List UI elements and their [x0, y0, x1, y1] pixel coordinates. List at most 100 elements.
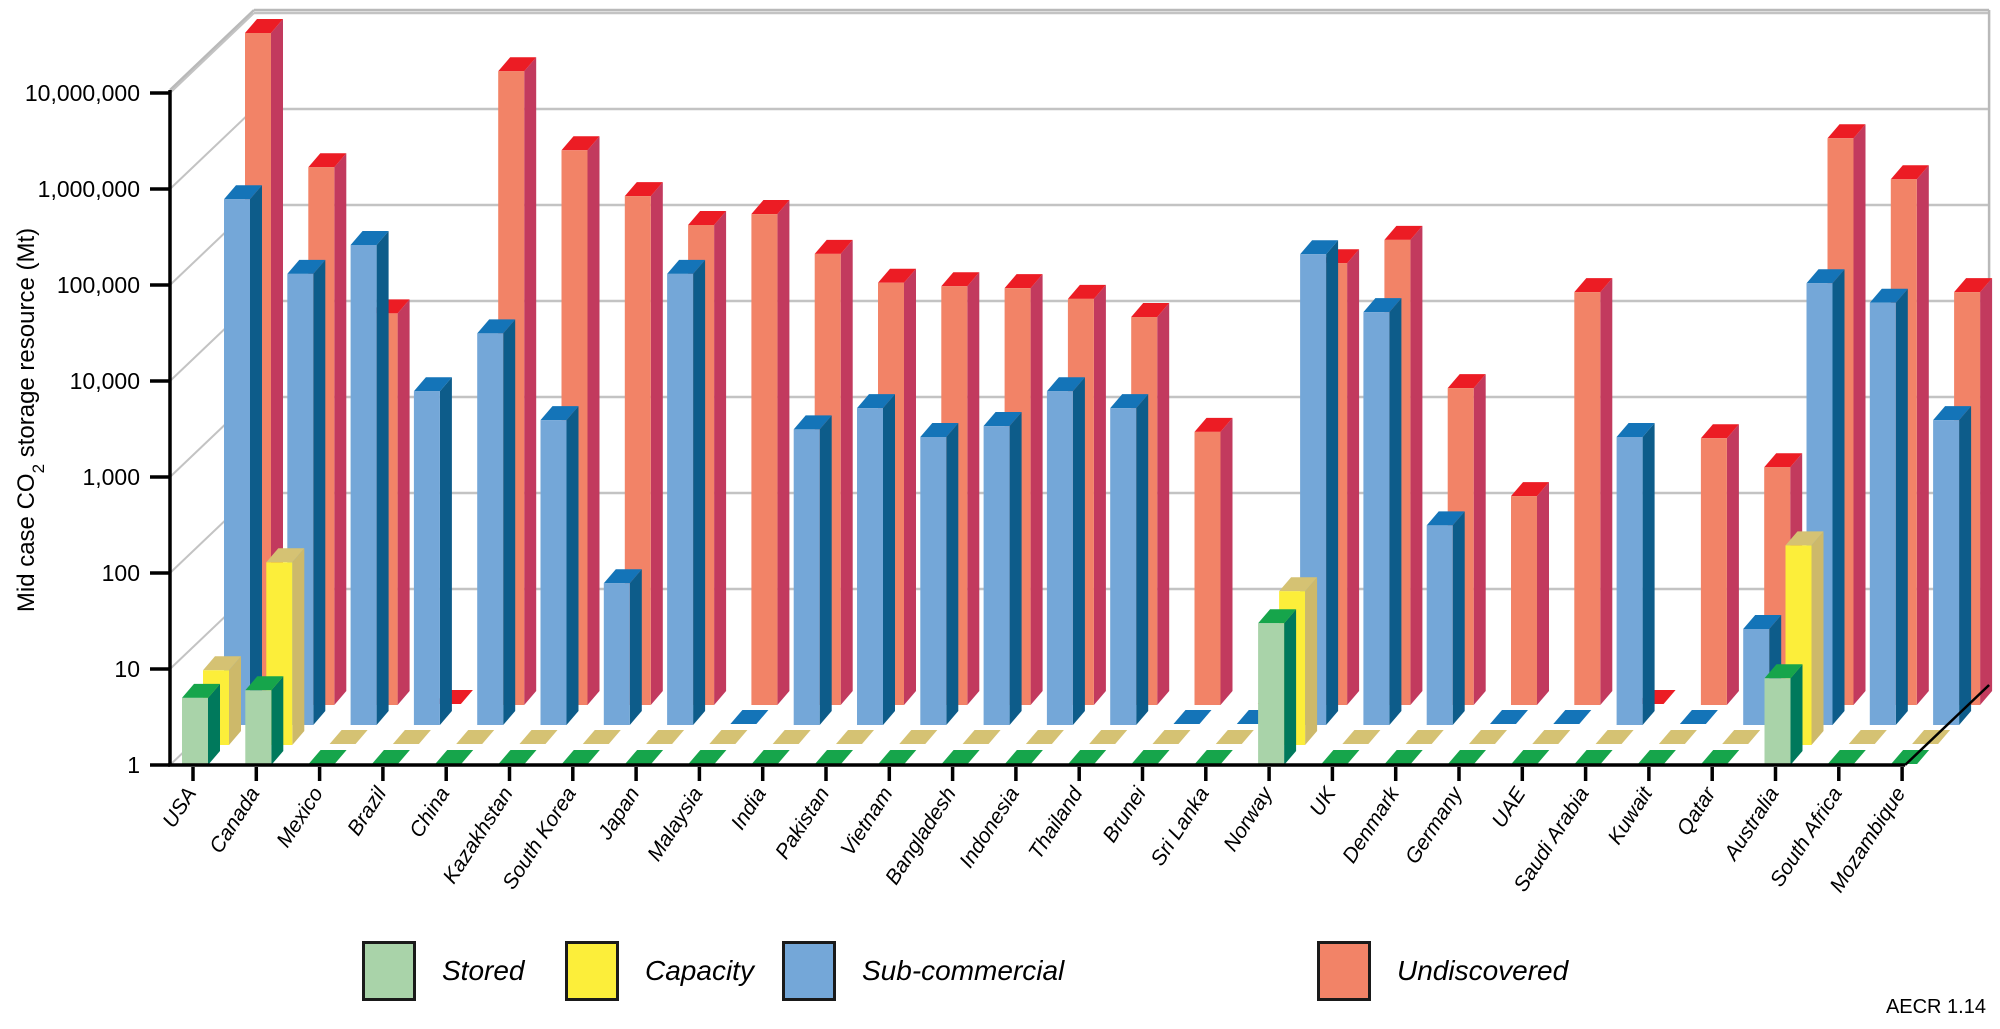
bar-denmark-sub-commercial — [1426, 525, 1453, 725]
x-category-label: Malaysia — [643, 783, 707, 865]
bar-china-sub-commercial — [477, 333, 504, 725]
bar-thailand-sub-commercial — [1110, 408, 1137, 725]
bar-pakistan-capacity-floor-marker — [836, 730, 874, 744]
bar-brazil-stored-floor-marker — [371, 750, 410, 764]
bar-indonesia-sub-commercial-top — [1046, 377, 1085, 392]
bar-vietnam-sub-commercial — [920, 437, 947, 725]
bar-malaysia-capacity-floor-marker — [709, 730, 748, 744]
bar-germany-stored-floor-marker — [1448, 750, 1486, 764]
bar-bangladesh-sub-commercial-side — [1009, 412, 1022, 725]
bar-china-sub-commercial-top — [477, 319, 516, 334]
bar-australia-sub-commercial-side — [1832, 269, 1845, 725]
bar-canada-stored — [245, 690, 272, 765]
legend-label: Undiscovered — [1397, 955, 1569, 986]
gridline-diagonal — [169, 108, 255, 190]
bar-canada-sub-commercial-top — [287, 259, 326, 274]
figure-reference-label: AECR 1.14 — [1885, 996, 1986, 1018]
bar-usa-sub-commercial-side — [250, 185, 262, 726]
bar-canada-undiscovered-top — [308, 153, 347, 168]
bar-kazakhstan-sub-commercial-side — [566, 406, 579, 725]
bar-mozambique-undiscovered-side — [1980, 278, 1993, 705]
bar-pakistan-sub-commercial-side — [883, 394, 895, 725]
x-category-label: Australia — [1719, 783, 1784, 866]
y-tick-label: 10,000 — [70, 368, 140, 394]
bar-thailand-capacity-floor-marker — [1089, 730, 1128, 744]
bar-brunei-capacity-floor-marker — [1152, 730, 1191, 744]
bar-qatar-undiscovered-top — [1764, 453, 1803, 468]
bar-china-undiscovered-side — [524, 57, 537, 705]
bar-norway-capacity-side — [1305, 577, 1318, 745]
bar-mexico-stored-floor-marker — [308, 750, 347, 764]
bar-germany-undiscovered-side — [1537, 482, 1549, 705]
bar-norway-sub-commercial-top — [1300, 240, 1339, 255]
bar-indonesia-undiscovered-top — [1067, 284, 1106, 299]
y-tick-label: 1,000,000 — [38, 176, 140, 202]
bar-uae-undiscovered-top — [1574, 278, 1613, 293]
x-category-label: UK — [1305, 782, 1341, 820]
bar-qatar-sub-commercial-top — [1743, 615, 1782, 629]
bar-usa-sub-commercial — [224, 199, 250, 726]
bar-uae-undiscovered-side — [1600, 278, 1613, 705]
bar-indonesia-sub-commercial — [1046, 391, 1073, 725]
x-category-label: USA — [158, 783, 201, 832]
bar-indonesia-capacity-floor-marker — [1025, 730, 1064, 744]
bar-sri-lanka-capacity-floor-marker — [1215, 730, 1254, 744]
bar-norway-stored-side — [1284, 609, 1297, 765]
bar-mozambique-sub-commercial-side — [1959, 406, 1972, 725]
bar-germany-undiscovered-top — [1511, 482, 1549, 497]
x-category-label: Mexico — [272, 783, 328, 852]
bar-qatar-capacity-floor-marker — [1722, 730, 1761, 744]
bar-kuwait-undiscovered-side — [1726, 424, 1739, 705]
bar-japan-sub-commercial — [667, 273, 694, 725]
bar-saudi-arabia-stored-floor-marker — [1574, 750, 1613, 764]
bar-malaysia-sub-commercial-floor-marker — [730, 710, 769, 724]
bar-bangladesh-stored-floor-marker — [941, 750, 980, 764]
bar-south-korea-undiscovered-top — [624, 182, 663, 197]
bar-mozambique-capacity-floor-marker — [1912, 730, 1951, 744]
bar-kuwait-undiscovered — [1700, 438, 1727, 705]
bar-south-africa-stored-floor-marker — [1827, 750, 1866, 764]
bar-uk-undiscovered-side — [1410, 225, 1423, 705]
bar-usa-capacity-top — [203, 656, 241, 671]
bar-uae-undiscovered — [1574, 292, 1601, 705]
bar-canada-undiscovered-side — [334, 153, 347, 705]
x-category-label: Japan — [593, 783, 644, 844]
x-category-label: Qatar — [1672, 782, 1720, 839]
y-tick-label: 10 — [114, 656, 140, 682]
bar-australia-capacity-side — [1811, 531, 1824, 745]
bar-usa-sub-commercial-top — [224, 185, 262, 200]
bar-vietnam-undiscovered-top — [941, 272, 980, 287]
bar-uk-undiscovered-top — [1384, 225, 1423, 240]
bar-kazakhstan-undiscovered-top — [561, 136, 600, 151]
bar-bangladesh-sub-commercial-top — [983, 412, 1022, 427]
y-tick-label: 10,000,000 — [25, 80, 140, 106]
bar-vietnam-sub-commercial-side — [946, 423, 959, 725]
bar-brunei-undiscovered — [1194, 431, 1221, 705]
bar-south-korea-undiscovered-side — [650, 182, 663, 705]
bar-denmark-stored-floor-marker — [1384, 750, 1423, 764]
y-tick-label: 100 — [102, 560, 140, 586]
bar-malaysia-undiscovered-side — [777, 200, 790, 705]
x-category-label: Brazil — [343, 782, 392, 840]
bar-australia-undiscovered-side — [1853, 124, 1866, 706]
gridline-diagonal — [169, 12, 255, 94]
bar-brunei-stored-floor-marker — [1131, 750, 1170, 764]
bar-south-africa-capacity-floor-marker — [1848, 730, 1887, 744]
bar-denmark-undiscovered-side — [1473, 374, 1486, 705]
bar-mexico-capacity-floor-marker — [329, 730, 368, 744]
bar-pakistan-undiscovered-top — [878, 268, 916, 283]
bar-kazakhstan-stored-floor-marker — [498, 750, 537, 764]
bar-mexico-sub-commercial — [350, 245, 377, 725]
bar-usa-undiscovered-top — [245, 19, 283, 33]
legend: Stored Capacity Sub-commercial Undiscovered — [0, 941, 2000, 1016]
bar-uae-sub-commercial-floor-marker — [1553, 710, 1592, 724]
bar-kazakhstan-undiscovered-side — [587, 136, 600, 705]
bar-indonesia-stored-floor-marker — [1004, 750, 1043, 764]
bar-indonesia-sub-commercial-side — [1072, 377, 1085, 725]
bar-south-africa-undiscovered-side — [1916, 165, 1929, 706]
bar-india-undiscovered-top — [814, 239, 853, 254]
bar-germany-sub-commercial-floor-marker — [1490, 710, 1528, 724]
bar-brunei-undiscovered-side — [1220, 417, 1233, 705]
